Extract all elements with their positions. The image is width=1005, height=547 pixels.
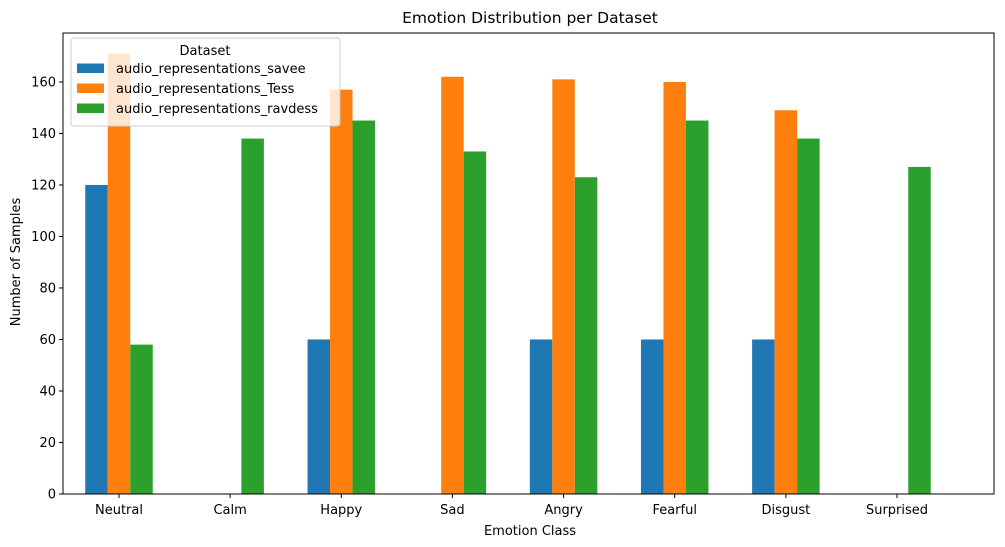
y-tick-label: 140 bbox=[31, 127, 56, 142]
y-tick-label: 20 bbox=[39, 436, 56, 451]
y-tick-label: 100 bbox=[31, 230, 56, 245]
y-tick-label: 120 bbox=[31, 178, 56, 193]
y-tick-label: 60 bbox=[39, 333, 56, 348]
y-axis-title: Number of Samples bbox=[9, 198, 24, 327]
x-tick-label-sad: Sad bbox=[440, 503, 464, 518]
bar-fearful-series-1 bbox=[640, 339, 664, 494]
bar-neutral-series-1 bbox=[85, 184, 108, 494]
bar-angry-series-2 bbox=[552, 79, 575, 495]
y-tick-label: 80 bbox=[39, 281, 56, 296]
legend-box bbox=[70, 37, 341, 127]
bar-angry-series-3 bbox=[574, 177, 598, 494]
legend-swatch-series-1 bbox=[77, 63, 104, 73]
x-tick-label-calm: Calm bbox=[213, 503, 246, 518]
bar-sad-series-2 bbox=[441, 76, 464, 494]
legend-swatch-series-3 bbox=[77, 103, 104, 113]
y-tick-label: 40 bbox=[39, 384, 56, 399]
x-tick-label-happy: Happy bbox=[320, 503, 362, 518]
bar-disgust-series-3 bbox=[797, 138, 820, 494]
bar-sad-series-3 bbox=[463, 151, 487, 494]
plot-frame bbox=[62, 32, 995, 495]
bar-happy-series-3 bbox=[352, 120, 376, 494]
x-tick-label-angry: Angry bbox=[544, 503, 583, 518]
legend-label-series-2: audio_representations_Tess bbox=[116, 82, 295, 97]
x-tick-label-fearful: Fearful bbox=[652, 503, 697, 518]
bar-calm-series-3 bbox=[241, 138, 264, 494]
x-axis-title: Emotion Class bbox=[484, 524, 576, 539]
y-tick-label: 0 bbox=[48, 488, 56, 503]
legend-items: audio_representations_savee audio_represe… bbox=[77, 62, 318, 117]
x-tick-label-surprised: Surprised bbox=[866, 503, 928, 518]
bar-fearful-series-2 bbox=[663, 81, 686, 495]
x-axis: Neutral Calm Happy Sad Angry Fearful Disgust Su… bbox=[95, 494, 928, 518]
legend-title: Dataset bbox=[180, 44, 231, 59]
bar-disgust-series-1 bbox=[752, 339, 775, 494]
legend-label-series-1: audio_representations_savee bbox=[116, 62, 306, 77]
bar-fearful-series-3 bbox=[685, 120, 709, 494]
legend-swatch-series-2 bbox=[77, 83, 104, 93]
bar-neutral-series-2 bbox=[107, 53, 131, 494]
bar-angry-series-1 bbox=[529, 339, 553, 494]
y-axis: 0 20 40 60 80 100 120 140 160 bbox=[31, 75, 63, 503]
bar-disgust-series-2 bbox=[774, 110, 798, 494]
chart-title: Emotion Distribution per Dataset bbox=[402, 9, 658, 27]
legend-label-series-3: audio_representations_ravdess bbox=[116, 102, 318, 117]
y-tick-label: 160 bbox=[31, 75, 56, 90]
bar-neutral-series-3 bbox=[130, 344, 153, 494]
bar-happy-series-1 bbox=[307, 339, 331, 494]
x-tick-label-neutral: Neutral bbox=[95, 503, 143, 518]
bars-group bbox=[85, 53, 931, 495]
legend: Dataset audio_representations_saveeaudio… bbox=[70, 37, 341, 127]
x-tick-label-disgust: Disgust bbox=[761, 503, 810, 518]
bar-happy-series-2 bbox=[330, 89, 353, 494]
bar-surprised-series-3 bbox=[908, 166, 931, 495]
plot-area: 0 20 40 60 80 100 120 140 160 Neutral Calm Happy Sa… bbox=[31, 32, 995, 518]
